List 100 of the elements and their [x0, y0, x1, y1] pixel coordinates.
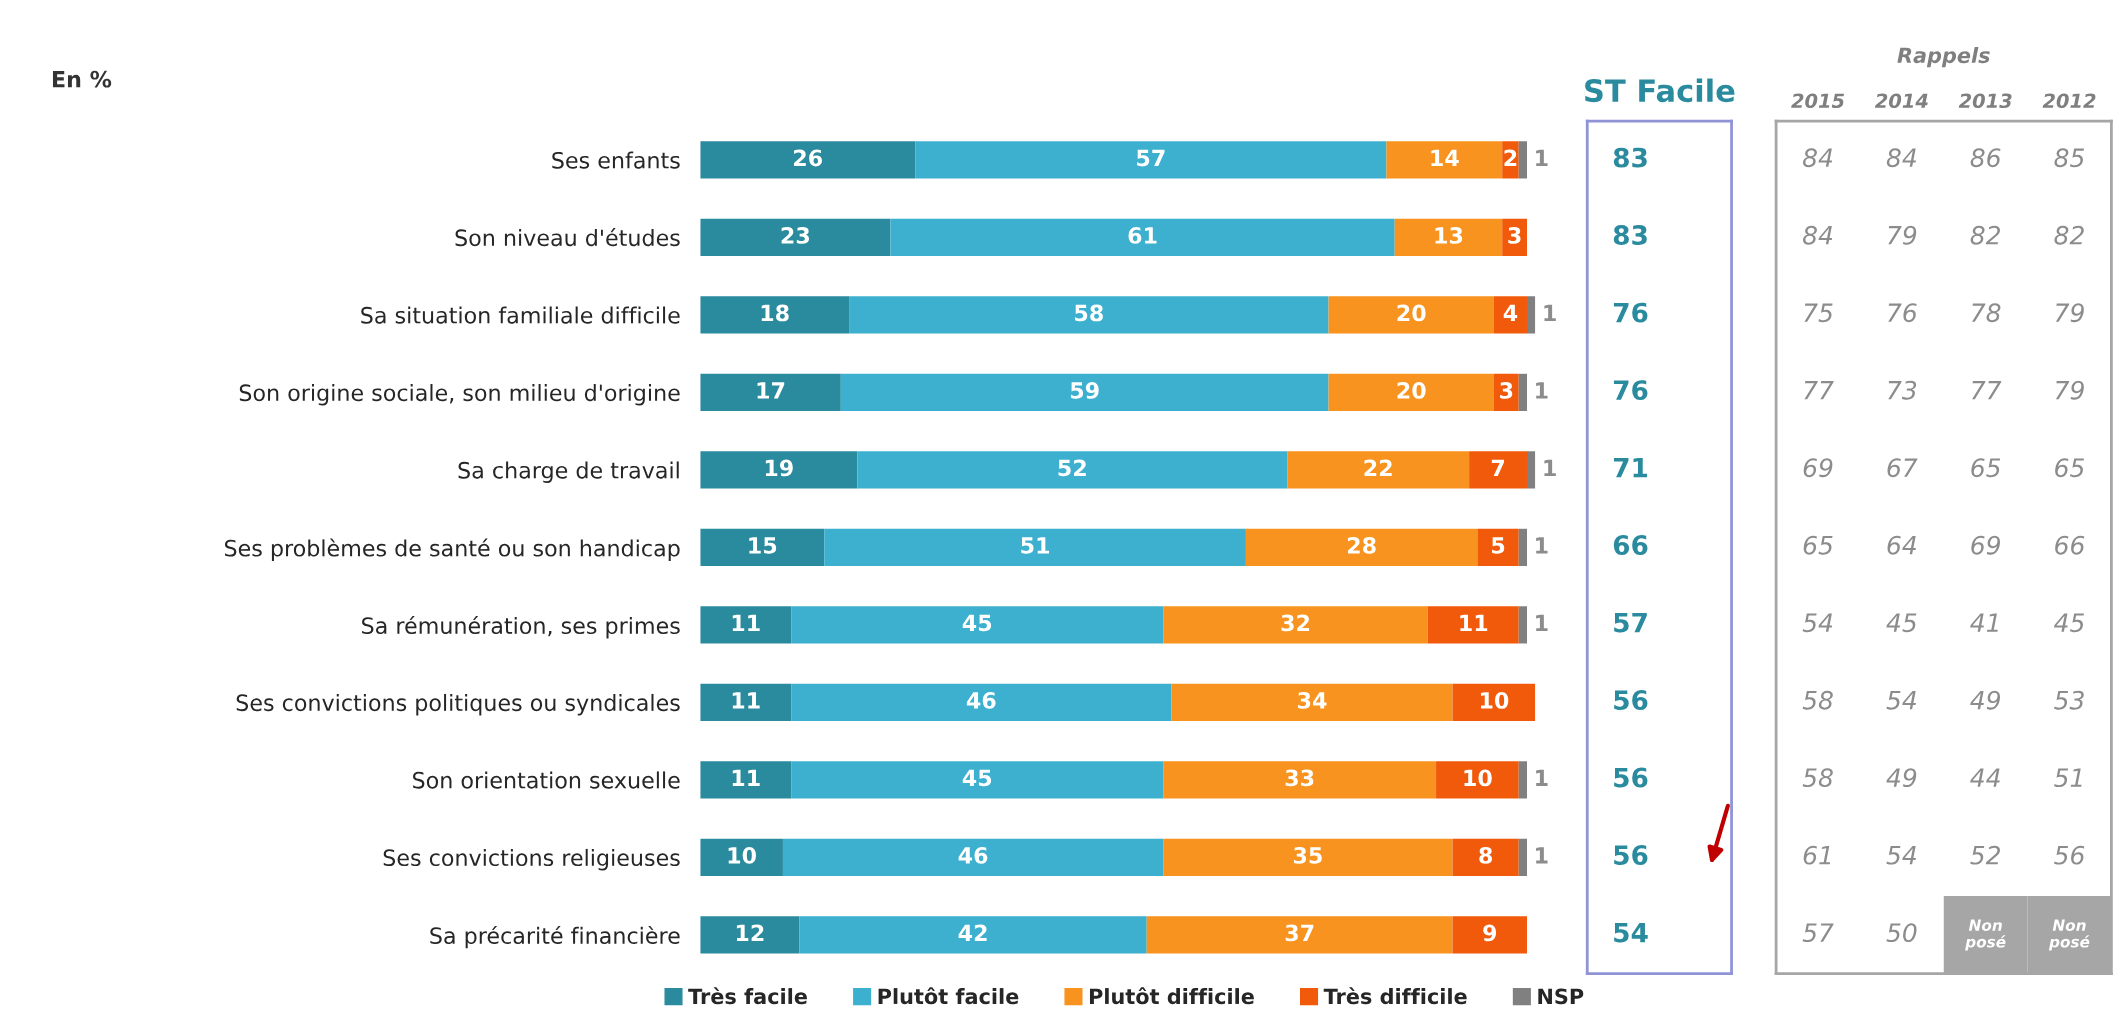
y-tick-label: Ses problèmes de santé ou son handicap [224, 538, 680, 561]
data-label: 11 [732, 614, 760, 632]
data-label: 28 [1347, 537, 1376, 554]
legend-label: Très difficile [1323, 987, 1467, 1005]
text: 45 [2054, 613, 2085, 633]
data-label: 1 [1536, 847, 1548, 864]
data-label: 51 [1021, 537, 1050, 554]
text: 79 [1888, 225, 1917, 245]
data-label: 57 [1137, 149, 1165, 167]
text: 64 [1887, 535, 1916, 555]
data-label: 12 [736, 924, 764, 941]
bar [890, 218, 1395, 257]
bar [1527, 451, 1536, 489]
bar [1518, 528, 1527, 566]
data-label: 33 [1285, 769, 1314, 787]
text: 65 [2055, 458, 2085, 478]
y-tick-label: Sa rémunération, ses primes [362, 616, 680, 639]
bar [700, 373, 841, 412]
bar [700, 838, 783, 876]
text: 76 [1888, 303, 1917, 323]
bar [1427, 606, 1519, 644]
legend-label: Plutôt difficile [1089, 987, 1254, 1005]
bar [1477, 528, 1519, 566]
text: Non posé [2048, 919, 2090, 951]
bar [1452, 683, 1536, 721]
data-label: 1 [1544, 459, 1556, 477]
text: 78 [1972, 303, 2001, 323]
y-tick-label: Ses convictions politiques ou syndicales [236, 693, 680, 716]
bar [782, 838, 1164, 876]
text: 2012 [2042, 93, 2096, 109]
data-label: 22 [1364, 459, 1392, 477]
data-label: 34 [1298, 692, 1327, 709]
data-label: 42 [958, 924, 987, 941]
text: 65 [1803, 535, 1833, 555]
text: 53 [2054, 690, 2084, 710]
text: 84 [1802, 148, 1833, 168]
bar [857, 451, 1288, 489]
data-label: 35 [1293, 847, 1322, 864]
text: 54 [1886, 846, 1916, 865]
bar [1386, 141, 1503, 179]
bar [1328, 296, 1494, 334]
data-label: 13 [1435, 227, 1463, 244]
bar [1328, 373, 1494, 412]
text: 73 [1888, 380, 1917, 400]
bar [791, 606, 1164, 644]
data-label: 10 [1480, 692, 1509, 709]
data-label: 8 [1479, 847, 1493, 864]
text: 82 [2054, 225, 2084, 245]
data-label: 1 [1536, 614, 1548, 632]
bar [791, 761, 1164, 799]
text: 85 [2054, 148, 2085, 168]
data-label: 46 [966, 692, 996, 709]
text: 54 [1614, 922, 1648, 943]
text: 66 [1613, 535, 1648, 556]
data-label: 20 [1397, 382, 1426, 399]
text: 77 [1972, 381, 2002, 400]
text: 83 [1613, 225, 1647, 246]
text: 49 [1886, 768, 1917, 788]
data-label: 46 [958, 847, 988, 864]
data-label: 37 [1285, 924, 1314, 942]
data-label: 4 [1503, 304, 1518, 322]
data-label: 26 [794, 149, 822, 167]
bar [1469, 451, 1527, 489]
bar [700, 528, 825, 566]
bar [700, 916, 800, 954]
text: 56 [1614, 690, 1648, 711]
data-label: 9 [1483, 924, 1497, 942]
text: 65 [1971, 458, 2001, 478]
bar [1518, 373, 1527, 412]
text: 67 [1887, 458, 1918, 478]
data-label: 14 [1431, 149, 1459, 167]
bar [1163, 838, 1453, 876]
data-label: 10 [1464, 769, 1492, 787]
text: 2013 [1958, 93, 2012, 109]
data-label: 1 [1536, 769, 1548, 786]
text: 57 [1802, 923, 1834, 943]
bar [1452, 838, 1519, 876]
text: 83 [1613, 147, 1647, 168]
text: 51 [2054, 768, 2082, 788]
text: 45 [1886, 613, 1917, 633]
text: 84 [1886, 148, 1916, 168]
bar [824, 528, 1246, 566]
text: Rappels [1897, 47, 1990, 68]
text: 86 [1970, 148, 2001, 168]
bar [1171, 683, 1453, 721]
bar [700, 683, 792, 721]
legend-label: NSP [1538, 988, 1584, 1005]
data-label: 1 [1536, 537, 1548, 554]
data-label: 15 [749, 537, 777, 554]
bar [915, 141, 1387, 179]
bar [1163, 761, 1437, 799]
data-label: 23 [781, 227, 810, 244]
bar [700, 218, 891, 257]
text: En % [52, 70, 112, 88]
data-label: 59 [1070, 382, 1099, 399]
y-tick-label: Sa précarité financière [430, 925, 680, 949]
text: 66 [2055, 535, 2085, 555]
text: 50 [1886, 923, 1917, 943]
bar [799, 916, 1147, 954]
text: 82 [1970, 225, 2001, 245]
